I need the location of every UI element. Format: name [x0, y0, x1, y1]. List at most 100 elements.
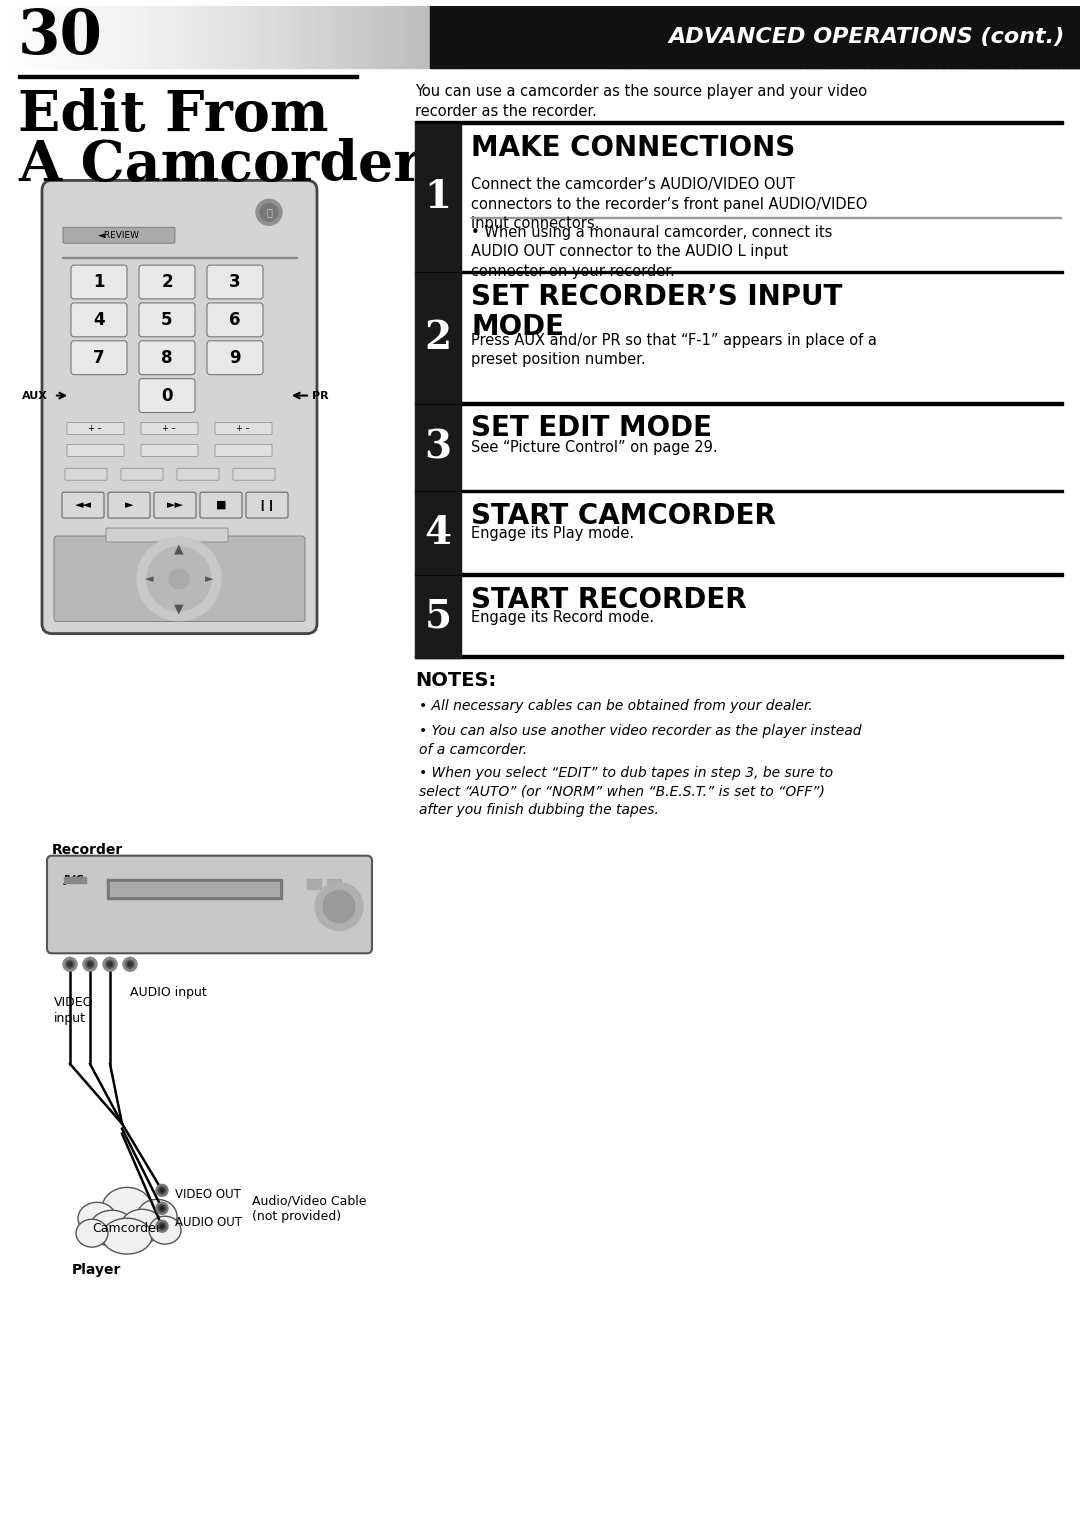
Bar — [591, 6, 594, 67]
Bar — [882, 6, 886, 67]
Bar — [72, 6, 76, 67]
Text: + –: + – — [89, 424, 102, 433]
Bar — [612, 6, 616, 67]
Bar — [839, 6, 842, 67]
Circle shape — [156, 1184, 168, 1196]
Bar — [486, 6, 490, 67]
Circle shape — [87, 963, 92, 966]
Bar — [400, 6, 404, 67]
Bar — [878, 6, 882, 67]
Bar — [230, 6, 234, 67]
Bar — [640, 6, 645, 67]
Bar — [608, 6, 612, 67]
Bar — [799, 6, 804, 67]
Bar — [284, 6, 288, 67]
Bar — [483, 6, 486, 67]
Bar — [151, 6, 156, 67]
Text: START RECORDER: START RECORDER — [471, 586, 746, 613]
Bar — [932, 6, 936, 67]
Bar — [972, 6, 976, 67]
Bar — [626, 6, 631, 67]
Bar — [234, 6, 238, 67]
Bar — [947, 6, 950, 67]
Bar — [583, 6, 588, 67]
Text: 5: 5 — [161, 311, 173, 330]
Bar — [586, 6, 591, 67]
Circle shape — [315, 882, 363, 931]
Bar — [958, 6, 961, 67]
Bar — [62, 6, 65, 67]
FancyBboxPatch shape — [141, 444, 198, 456]
Bar — [691, 6, 696, 67]
Bar — [415, 493, 461, 574]
Text: Edit From: Edit From — [18, 89, 328, 143]
FancyBboxPatch shape — [207, 304, 264, 337]
Bar — [767, 6, 771, 67]
Text: ■: ■ — [216, 501, 226, 510]
Bar — [594, 6, 598, 67]
Bar — [702, 6, 706, 67]
Bar — [162, 6, 166, 67]
Bar — [316, 6, 321, 67]
FancyBboxPatch shape — [233, 468, 275, 481]
Circle shape — [156, 1221, 168, 1231]
Bar — [540, 6, 544, 67]
Bar — [79, 6, 83, 67]
Bar — [415, 575, 461, 658]
Bar — [813, 6, 818, 67]
Bar — [921, 6, 926, 67]
Bar — [1015, 6, 1020, 67]
Bar — [821, 6, 825, 67]
Bar — [724, 6, 728, 67]
Bar — [731, 6, 734, 67]
Bar — [846, 6, 850, 67]
Bar — [572, 6, 577, 67]
Text: You can use a camcorder as the source player and your video
recorder as the reco: You can use a camcorder as the source pl… — [415, 84, 867, 119]
Circle shape — [156, 1202, 168, 1215]
Bar — [673, 6, 677, 67]
Bar — [392, 6, 396, 67]
Bar — [446, 6, 450, 67]
FancyBboxPatch shape — [207, 340, 264, 375]
Bar — [302, 6, 307, 67]
Bar — [964, 6, 969, 67]
Bar — [907, 6, 912, 67]
Circle shape — [137, 537, 221, 621]
Bar — [716, 6, 720, 67]
Bar — [367, 6, 372, 67]
Text: Recorder: Recorder — [52, 842, 123, 856]
Bar — [1029, 6, 1034, 67]
Bar — [133, 6, 137, 67]
Bar — [421, 6, 426, 67]
Bar — [262, 6, 267, 67]
Bar — [1062, 6, 1066, 67]
Bar — [684, 6, 688, 67]
Bar — [126, 6, 130, 67]
Bar — [670, 6, 674, 67]
Bar — [788, 6, 793, 67]
Text: See “Picture Control” on page 29.: See “Picture Control” on page 29. — [471, 441, 717, 455]
Text: Press AUX and/or PR so that “F-1” appears in place of a
preset position number.: Press AUX and/or PR so that “F-1” appear… — [471, 333, 877, 368]
Bar — [148, 6, 151, 67]
Text: Player: Player — [72, 1264, 121, 1277]
Bar — [202, 6, 205, 67]
Bar — [515, 6, 518, 67]
Bar — [904, 6, 907, 67]
Text: • You can also use another video recorder as the player instead
of a camcorder.: • You can also use another video recorde… — [419, 725, 862, 757]
Bar — [990, 6, 994, 67]
Ellipse shape — [76, 1219, 108, 1247]
Bar — [832, 6, 836, 67]
Bar — [645, 6, 648, 67]
Bar — [529, 6, 534, 67]
FancyBboxPatch shape — [42, 180, 318, 633]
Bar — [313, 6, 318, 67]
Bar — [597, 6, 602, 67]
Text: ▼: ▼ — [174, 603, 184, 615]
Bar — [364, 6, 367, 67]
Bar — [861, 6, 864, 67]
Bar — [954, 6, 958, 67]
Bar — [410, 6, 415, 67]
Bar — [1069, 6, 1074, 67]
Bar — [983, 6, 987, 67]
Bar — [14, 6, 18, 67]
